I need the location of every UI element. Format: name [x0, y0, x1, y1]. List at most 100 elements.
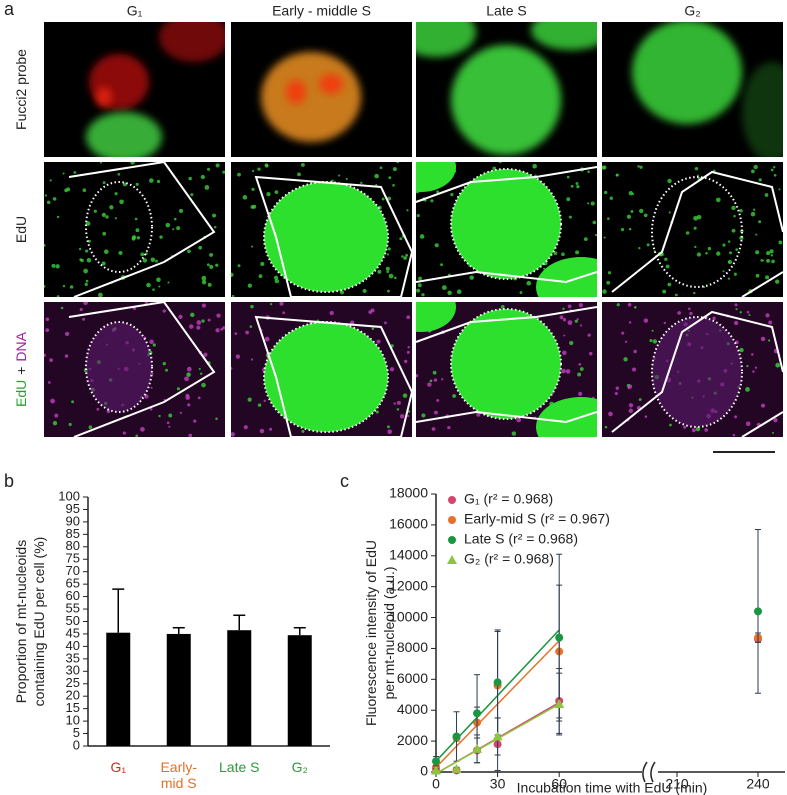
speckle	[201, 303, 206, 308]
nucleus-dna	[86, 322, 152, 412]
speckle	[88, 425, 93, 430]
speckle	[68, 422, 72, 427]
speckle	[387, 429, 393, 435]
speckle	[667, 178, 672, 184]
speckle	[604, 190, 608, 195]
speckle	[190, 193, 194, 197]
speckle	[54, 413, 59, 418]
speckle	[71, 400, 75, 404]
speckle	[576, 184, 580, 189]
speckle	[745, 387, 750, 392]
row-label: Fucci2 probe	[13, 49, 29, 130]
speckle	[532, 163, 537, 169]
speckle	[406, 209, 409, 212]
speckle	[604, 425, 608, 429]
speckle	[101, 261, 106, 266]
y-tick-label: 70	[66, 563, 80, 578]
micrograph	[416, 162, 597, 297]
speckle	[250, 358, 254, 361]
speckle	[755, 250, 760, 255]
speckle	[716, 251, 721, 256]
speckle	[469, 275, 474, 280]
speckle	[649, 339, 653, 343]
y-axis-label-line: Proportion of mt-nucleoids	[13, 540, 29, 703]
cell-signal	[632, 22, 742, 124]
x-tick-label-line: G₁	[110, 759, 126, 775]
speckle	[628, 384, 633, 389]
cell-outline	[68, 302, 216, 437]
speckle	[403, 256, 407, 260]
speckle	[416, 214, 420, 218]
speckle	[51, 263, 56, 268]
speckle	[193, 419, 197, 423]
bar	[166, 633, 191, 746]
speckle	[142, 258, 148, 263]
speckle	[338, 174, 341, 177]
speckle	[607, 217, 610, 220]
speckle	[204, 185, 210, 190]
cell-outline	[254, 315, 412, 437]
speckle	[778, 240, 783, 245]
speckle	[773, 417, 778, 423]
speckle	[386, 270, 389, 274]
speckle	[179, 411, 182, 414]
speckle	[722, 243, 726, 247]
speckle	[135, 228, 140, 233]
speckle	[765, 275, 770, 280]
speckle	[62, 284, 66, 288]
speckle	[500, 305, 505, 309]
speckle	[136, 236, 141, 240]
speckle	[436, 190, 440, 194]
speckle	[574, 319, 578, 323]
speckle	[259, 428, 265, 434]
legend-label: G₁ (r² = 0.968)	[464, 491, 553, 507]
speckle	[152, 288, 155, 291]
nucleus-outline	[85, 181, 153, 273]
bar	[106, 632, 131, 746]
speckle	[695, 426, 701, 432]
legend-label: Late S (r² = 0.968)	[464, 531, 578, 547]
x-tick-label-line: Early-	[160, 759, 197, 775]
speckle	[149, 407, 153, 411]
speckle	[176, 226, 181, 231]
speckle	[775, 279, 780, 284]
speckle	[235, 354, 241, 359]
cell-outline	[68, 162, 216, 297]
y-tick-label: 10000	[389, 608, 428, 624]
speckle	[185, 395, 191, 400]
speckle	[417, 283, 422, 288]
speckle	[197, 396, 201, 400]
speckle	[401, 255, 404, 258]
speckle	[222, 170, 225, 174]
y-tick-label: 10	[66, 713, 80, 728]
speckle	[243, 425, 248, 430]
speckle	[752, 370, 755, 373]
speckle	[732, 433, 736, 437]
micrograph-content	[44, 302, 225, 437]
x-tick-label: 30	[490, 776, 506, 792]
panel-label: b	[4, 471, 14, 491]
speckle	[450, 193, 454, 197]
speckle	[105, 215, 109, 219]
micrograph	[231, 162, 412, 297]
speckle	[156, 179, 161, 184]
nucleus-outline	[651, 176, 743, 288]
speckle	[733, 320, 739, 326]
neighbour-nucleus	[536, 257, 597, 297]
speckle	[402, 393, 408, 398]
y-tick-label: 60	[66, 588, 80, 603]
y-axis-label-line: Fluorescence intensity of EdU	[363, 540, 379, 726]
speckle	[300, 162, 305, 167]
cell-signal	[531, 22, 597, 50]
speckle	[651, 329, 654, 332]
speckle	[172, 228, 175, 231]
legend-marker	[448, 516, 456, 524]
speckle	[639, 165, 643, 169]
y-tick-label: 2000	[397, 732, 428, 748]
y-tick-label: 50	[66, 613, 80, 628]
cell-outline	[611, 310, 783, 437]
speckle	[693, 215, 698, 221]
y-tick-label: 20	[66, 688, 80, 703]
speckle	[44, 194, 48, 197]
speckle	[577, 372, 582, 377]
